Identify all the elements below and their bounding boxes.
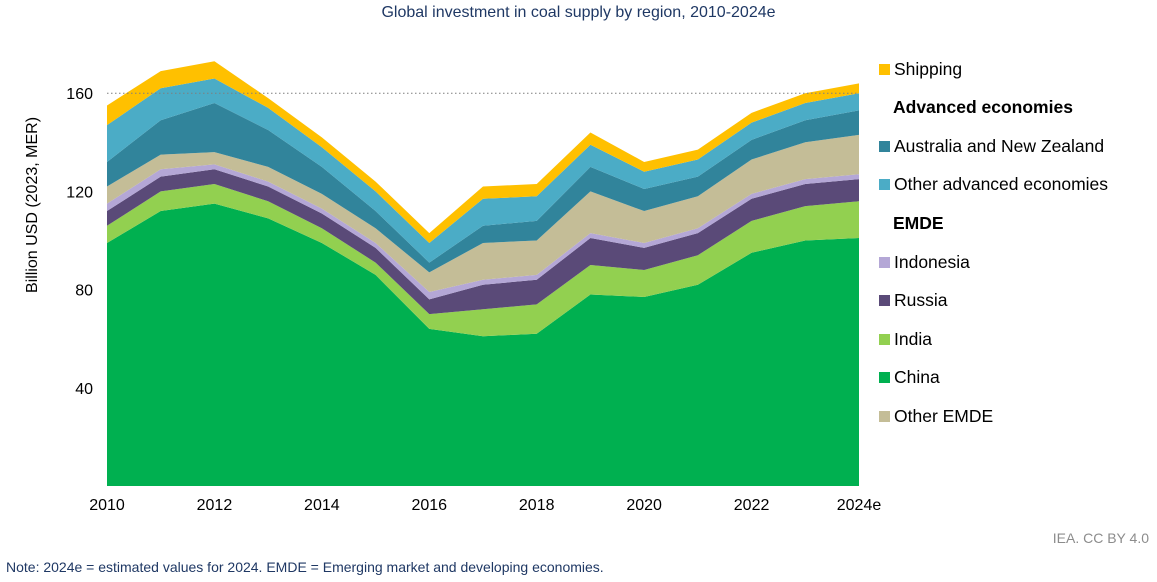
legend-label: India: [894, 328, 932, 349]
legend-item: Indonesia: [879, 251, 970, 273]
area-shipping: [107, 61, 859, 243]
legend-label: Other EMDE: [894, 405, 994, 426]
area-india: [107, 184, 859, 337]
legend-item: Russia: [879, 290, 948, 312]
x-tick-label: 2014: [304, 497, 340, 514]
x-tick-label: 2016: [411, 497, 447, 514]
footnote: Note: 2024e = estimated values for 2024.…: [6, 559, 604, 575]
legend-label: Other advanced economies: [894, 174, 1109, 195]
legend-item: India: [879, 328, 932, 350]
x-tick-label: 2024e: [837, 497, 882, 514]
legend-swatch: [879, 410, 890, 422]
legend-swatch: [879, 179, 890, 191]
legend-header: Advanced economies: [893, 97, 1073, 118]
area-china: [107, 203, 859, 487]
legend-swatch: [879, 372, 890, 384]
area-australia-and-new-zealand: [107, 103, 859, 273]
legend-item: Other EMDE: [879, 405, 993, 427]
legend-label: China: [894, 367, 940, 388]
y-tick-label: 40: [75, 381, 93, 398]
legend-item: Shipping: [879, 58, 962, 80]
y-tick-label: 120: [66, 184, 93, 201]
legend-label: Indonesia: [894, 251, 970, 272]
x-tick-label: 2012: [197, 497, 233, 514]
legend-item: Other advanced economies: [879, 174, 1108, 196]
legend-swatch: [879, 256, 890, 268]
legend-label: Australia and New Zealand: [894, 135, 1105, 156]
area-other-advanced-economies: [107, 78, 859, 263]
x-tick-label: 2022: [734, 497, 770, 514]
area-russia: [107, 169, 859, 315]
legend-swatch: [879, 333, 890, 345]
y-axis-label: Billion USD (2023, MER): [24, 117, 41, 293]
legend-label: Russia: [894, 290, 948, 311]
legend-label: Shipping: [894, 58, 963, 79]
credit-text: IEA. CC BY 4.0: [1052, 530, 1149, 546]
area-indonesia: [107, 164, 859, 300]
legend-item: Australia and New Zealand: [879, 135, 1104, 157]
x-tick-label: 2020: [626, 497, 662, 514]
legend-item: China: [879, 367, 940, 389]
legend-header: EMDE: [893, 212, 944, 233]
legend-swatch: [879, 140, 890, 152]
legend-swatch: [879, 295, 890, 307]
area-other-emde: [107, 134, 859, 293]
x-tick-label: 2018: [519, 497, 555, 514]
y-tick-label: 80: [75, 283, 93, 300]
y-tick-label: 160: [66, 86, 93, 103]
x-tick-label: 2010: [89, 497, 125, 514]
chart-title: Global investment in coal supply by regi…: [381, 4, 776, 21]
legend-swatch: [879, 63, 890, 75]
